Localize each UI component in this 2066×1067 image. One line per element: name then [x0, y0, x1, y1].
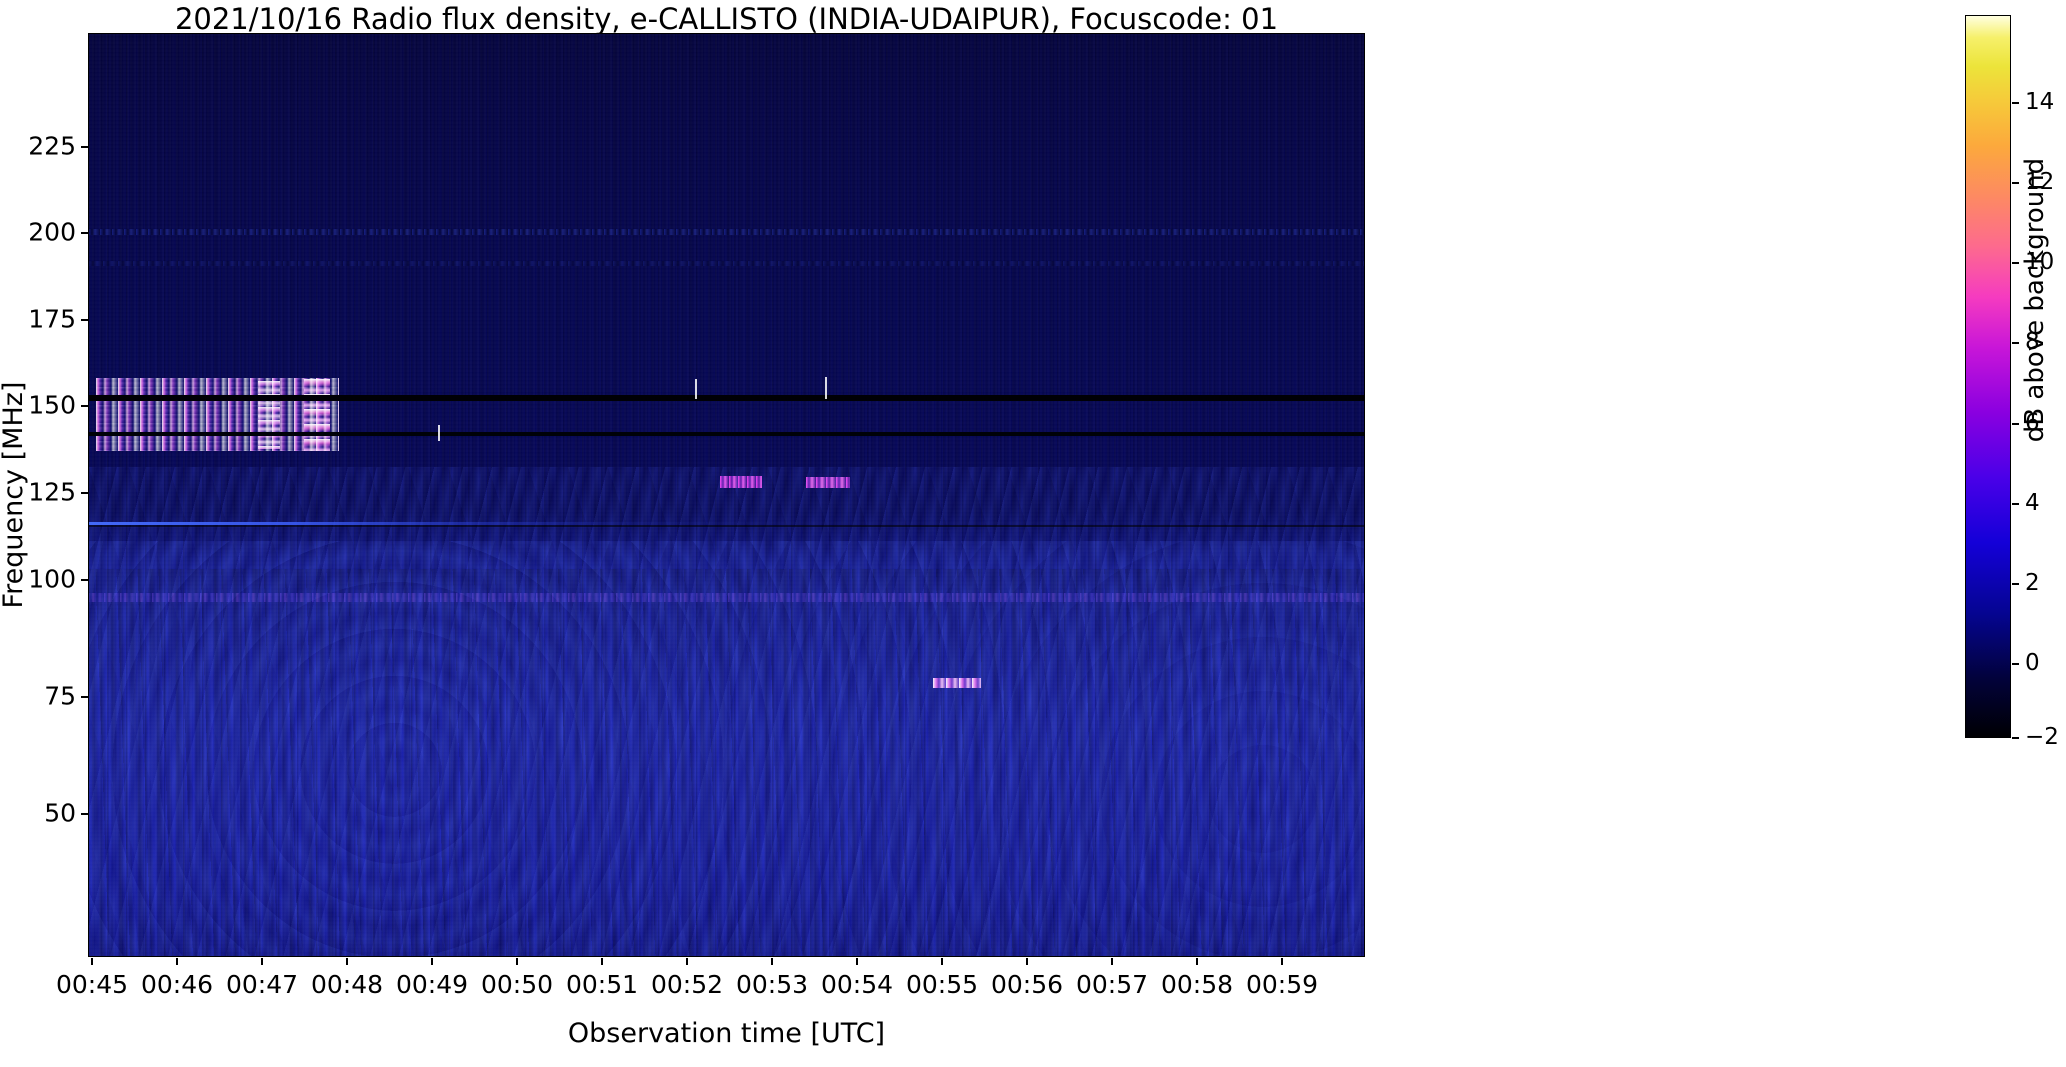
y-tick-mark: [81, 579, 88, 581]
x-tick-label: 00:46: [140, 970, 214, 999]
interference-fringe-layer-1: [88, 467, 1365, 957]
colorbar-tick-label: 14: [2025, 89, 2055, 115]
feature-band-192mhz: [88, 261, 1365, 266]
colorbar-label: dB above background: [2020, 157, 2050, 443]
colorbar-tick-label: 6: [2025, 410, 2040, 436]
feature-band-200mhz: [88, 229, 1365, 235]
rfi-spike-3: [825, 377, 827, 399]
y-tick-label: 50: [44, 798, 76, 828]
spectrogram-image[interactable]: [88, 33, 1365, 957]
x-tick-label: 00:57: [1075, 970, 1149, 999]
y-tick-label: 225: [28, 131, 76, 161]
feature-dropout-line-141mhz: [88, 432, 1365, 436]
colorbar-tick-label: 2: [2025, 570, 2040, 596]
x-tick-label: 00:48: [310, 970, 384, 999]
x-tick-label: 00:50: [480, 970, 554, 999]
colorbar-tick-mark: [2012, 503, 2019, 505]
colorbar-tick-mark: [2012, 663, 2019, 665]
x-tick-label: 00:56: [990, 970, 1064, 999]
y-tick-label: 100: [28, 564, 76, 594]
x-tick-mark: [431, 958, 433, 965]
x-tick-mark: [856, 958, 858, 965]
colorbar-tick-label: 0: [2025, 650, 2040, 676]
y-tick-mark: [81, 232, 88, 234]
y-tick-mark: [81, 319, 88, 321]
feature-dropout-line-147mhz: [88, 395, 1365, 401]
colorbar-tick-label: 10: [2025, 249, 2055, 275]
colorbar-tick-label: −2: [2025, 724, 2059, 750]
colorbar-tick-mark: [2012, 182, 2019, 184]
x-tick-label: 00:53: [735, 970, 809, 999]
x-tick-mark: [261, 958, 263, 965]
y-tick-mark: [81, 813, 88, 815]
channel-gain-noise-layer: [88, 33, 1365, 957]
x-tick-mark: [176, 958, 178, 965]
x-tick-mark: [516, 958, 518, 965]
figure-title: 2021/10/16 Radio flux density, e-CALLIST…: [174, 2, 1279, 36]
x-tick-mark: [1111, 958, 1113, 965]
y-tick-mark: [81, 696, 88, 698]
colorbar-tick-label: 12: [2025, 169, 2055, 195]
feature-faint-line-115mhz: [88, 522, 1365, 525]
y-tick-mark: [81, 405, 88, 407]
rfi-spike-2: [695, 379, 697, 399]
time-sample-noise-layer-2: [88, 33, 1365, 957]
feature-dark-line-115mhz: [88, 525, 1365, 527]
colorbar-tick-mark: [2012, 342, 2019, 344]
x-tick-label: 00:58: [1160, 970, 1234, 999]
colorbar[interactable]: 14 12 10 8 6 4 2 0 −2: [1965, 15, 2059, 750]
x-axis-label: Observation time [UTC]: [567, 1018, 886, 1049]
x-tick-label: 00:51: [565, 970, 639, 999]
x-tick-mark: [346, 958, 348, 965]
x-tick-mark: [1196, 958, 1198, 965]
y-tick-label: 150: [28, 390, 76, 420]
y-tick-label: 75: [44, 681, 76, 711]
x-tick-label: 00:45: [55, 970, 129, 999]
y-tick-mark: [81, 492, 88, 494]
x-tick-mark: [941, 958, 943, 965]
y-tick-label: 200: [28, 217, 76, 247]
x-tick-label: 00:55: [905, 970, 979, 999]
colorbar-tick-mark: [2012, 737, 2019, 739]
x-axis: 00:45 00:46 00:47 00:48 00:49 00:50 00:5…: [56, 958, 1365, 1018]
colorbar-tick-mark: [2012, 583, 2019, 585]
y-axis-label: Frequency [MHz]: [0, 381, 29, 609]
x-tick-label: 00:54: [820, 970, 894, 999]
interference-fringe-layer-2: [88, 541, 1365, 957]
y-tick-mark: [81, 146, 88, 148]
feature-burst-62mhz: [933, 678, 981, 688]
spectrogram-background-layer: [88, 33, 1365, 957]
x-tick-label: 00:59: [1245, 970, 1319, 999]
feature-rfi-burst-column-a: [258, 381, 280, 449]
y-tick-label: 175: [28, 304, 76, 334]
y-tick-label: 125: [28, 477, 76, 507]
colorbar-tick-mark: [2012, 262, 2019, 264]
feature-narrowband-burst-127mhz-a: [720, 476, 762, 488]
x-tick-label: 00:49: [395, 970, 469, 999]
x-tick-mark: [91, 958, 93, 965]
low-frequency-haze-layer: [88, 513, 1365, 957]
x-tick-mark: [771, 958, 773, 965]
colorbar-tick-label: 4: [2025, 490, 2040, 516]
x-tick-label: 00:47: [225, 970, 299, 999]
interference-fringe-layer-3: [88, 568, 1365, 957]
feature-narrowband-burst-127mhz-b: [806, 477, 850, 488]
x-tick-mark: [1281, 958, 1283, 965]
x-tick-mark: [686, 958, 688, 965]
feature-speckled-band-95mhz: [88, 593, 1365, 602]
feature-rfi-burst-column-b: [304, 379, 330, 451]
x-tick-mark: [1026, 958, 1028, 965]
x-tick-label: 00:52: [650, 970, 724, 999]
time-sample-noise-layer: [88, 33, 1365, 957]
colorbar-tick-mark: [2012, 423, 2019, 425]
colorbar-gradient: [1965, 15, 2011, 738]
colorbar-tick-label: 8: [2025, 329, 2040, 355]
rfi-spike-1: [438, 425, 440, 441]
x-tick-mark: [601, 958, 603, 965]
feature-broadband-rfi-striping: [96, 378, 339, 451]
colorbar-tick-mark: [2012, 102, 2019, 104]
